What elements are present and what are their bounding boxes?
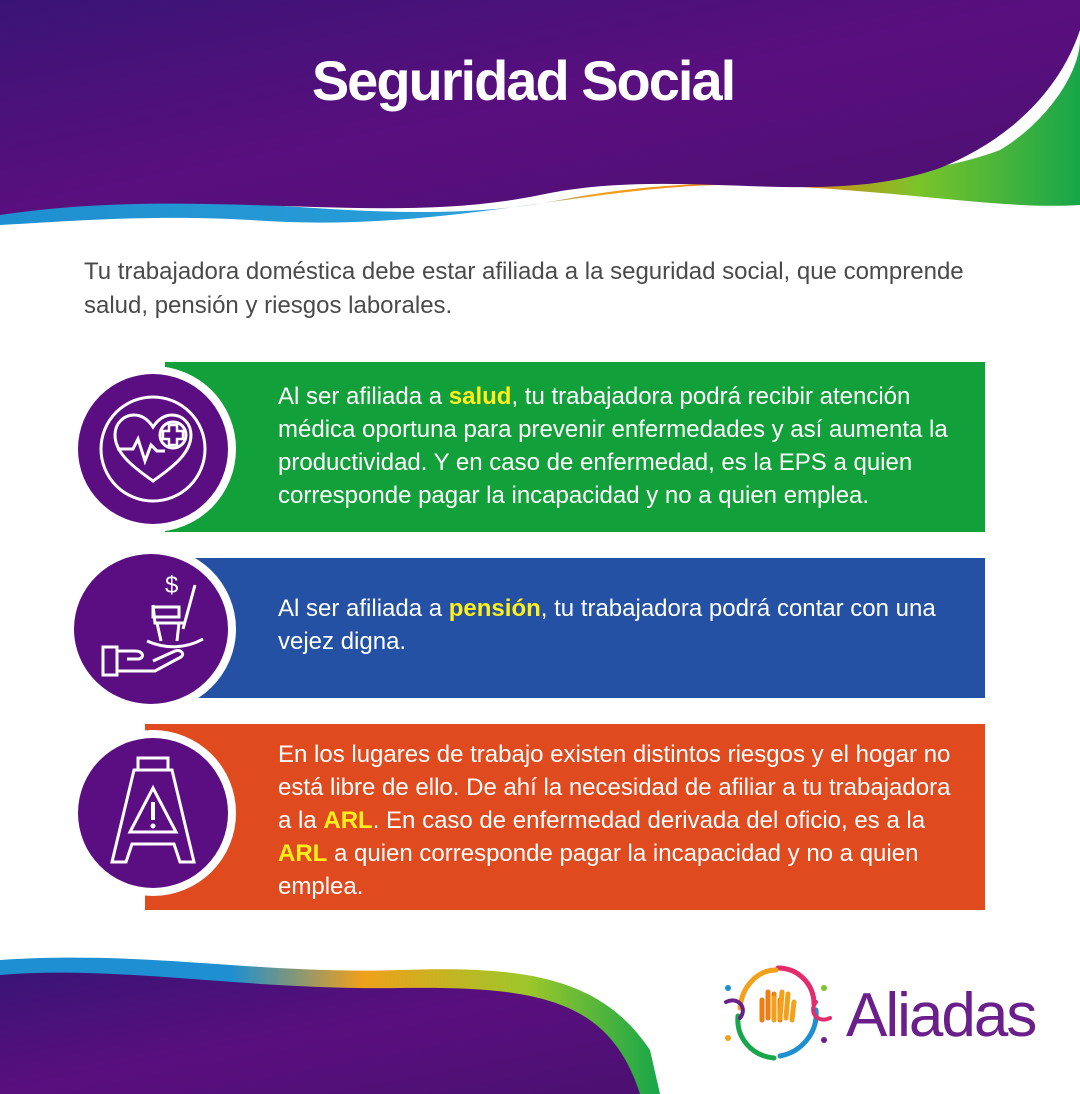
card-pension-text-after: , tu trabajadora podrá contar con una ve… xyxy=(278,595,936,655)
highlight-salud: salud xyxy=(448,383,512,410)
card-arl-text-1: En los lugares de trabajo existen distin… xyxy=(278,741,951,834)
card-salud-text-after: , tu trabajadora podrá recibir atención … xyxy=(278,383,948,509)
card-arl-text-2: . En caso de enfermedad derivada del ofi… xyxy=(372,807,926,834)
svg-text:$: $ xyxy=(165,572,178,599)
card-pension-text-before: Al ser afiliada a xyxy=(278,595,449,622)
card-salud-text-before: Al ser afiliada a xyxy=(278,383,449,410)
highlight-pension: pensión xyxy=(448,595,541,622)
intro-text: Tu trabajadora doméstica debe estar afil… xyxy=(84,258,964,319)
highlight-arl-2: ARL xyxy=(278,840,328,867)
warning-sign-icon xyxy=(110,756,196,864)
aliadas-hands-logo xyxy=(724,965,832,1061)
card-arl: En los lugares de trabajo existen distin… xyxy=(278,738,968,903)
aliadas-logo-text: Aliadas xyxy=(846,981,1037,1050)
page-title: Seguridad Social xyxy=(311,49,736,112)
highlight-arl-1: ARL xyxy=(323,807,373,834)
heart-medical-icon xyxy=(99,395,207,503)
card-salud: Al ser afiliada a salud, tu trabajadora … xyxy=(278,380,968,512)
card-arl-text-3: a quien corresponde pagar la incapacidad… xyxy=(278,840,919,900)
rocking-chair-hand-icon: $ xyxy=(101,572,204,677)
card-pension: Al ser afiliada a pensión, tu trabajador… xyxy=(278,592,968,658)
pension-icon-badge xyxy=(66,546,236,712)
